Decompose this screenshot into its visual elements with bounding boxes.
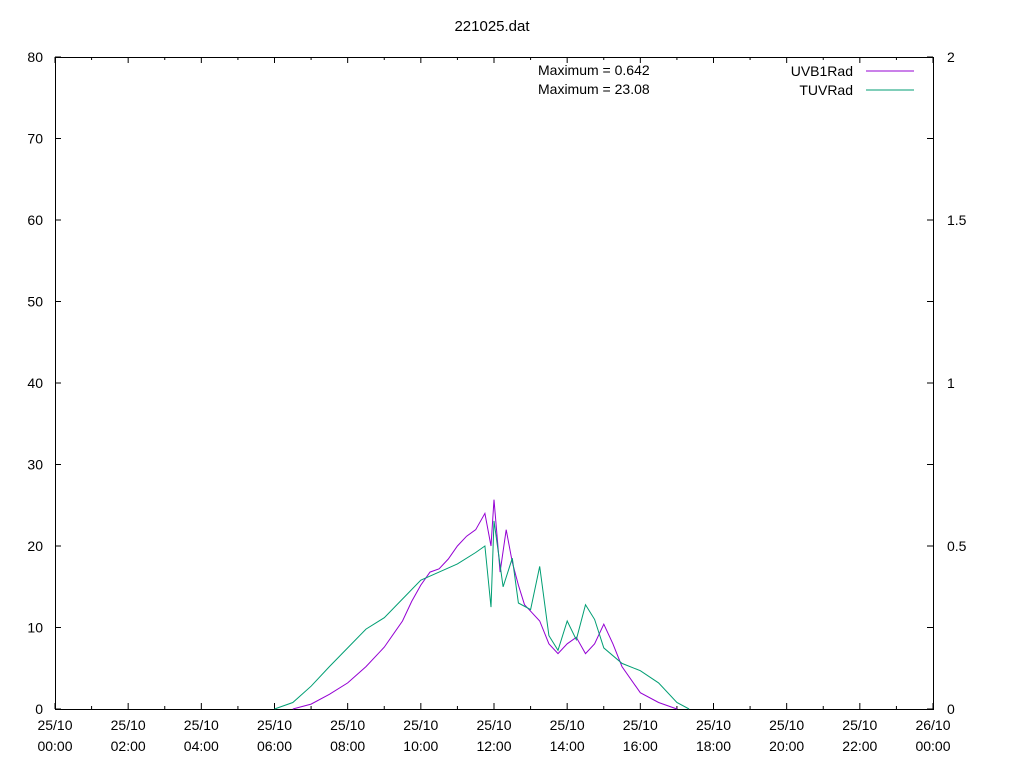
x-tick-label-time: 04:00 bbox=[184, 738, 219, 754]
x-tick-label-date: 25/10 bbox=[623, 717, 658, 733]
plot-border bbox=[55, 57, 934, 710]
x-tick-label-time: 18:00 bbox=[696, 738, 731, 754]
legend-label: UVB1Rad bbox=[791, 63, 853, 79]
y-left-tick-label: 60 bbox=[27, 212, 43, 228]
x-tick-label-date: 25/10 bbox=[111, 717, 146, 733]
x-tick-label-date: 25/10 bbox=[769, 717, 804, 733]
axes: 25/10 00:00 25/10 02:00 25/10 04:00 25/10 06:00… bbox=[27, 49, 966, 754]
y-left-tick-label: 50 bbox=[27, 294, 43, 310]
x-tick-label-time: 14:00 bbox=[550, 738, 585, 754]
chart-title: 221025.dat bbox=[454, 18, 530, 35]
x-tick-label-date: 25/10 bbox=[257, 717, 292, 733]
series-line-uvb1rad bbox=[292, 499, 678, 710]
x-tick-label-date: 25/10 bbox=[476, 717, 511, 733]
y-right-tick-label: 0 bbox=[947, 701, 955, 717]
x-tick-label-time: 06:00 bbox=[257, 738, 292, 754]
y-right-tick-label: 1.5 bbox=[947, 212, 967, 228]
legend-label: TUVRad bbox=[799, 82, 853, 98]
y-left-tick-label: 0 bbox=[35, 701, 43, 717]
max-annotation: Maximum = 23.08 bbox=[538, 81, 650, 97]
x-tick-label-time: 10:00 bbox=[403, 738, 438, 754]
x-tick-label-date: 25/10 bbox=[184, 717, 219, 733]
y-left-tick-label: 80 bbox=[27, 49, 43, 65]
x-tick-label-time: 02:00 bbox=[111, 738, 146, 754]
x-tick-label-time: 00:00 bbox=[37, 738, 72, 754]
y-left-tick-label: 10 bbox=[27, 620, 43, 636]
x-tick-label-time: 22:00 bbox=[842, 738, 877, 754]
x-tick-label-date: 26/10 bbox=[915, 717, 950, 733]
x-tick-label-date: 25/10 bbox=[550, 717, 585, 733]
x-tick-label-time: 16:00 bbox=[623, 738, 658, 754]
x-tick-label-date: 25/10 bbox=[37, 717, 72, 733]
y-right-tick-label: 0.5 bbox=[947, 538, 967, 554]
y-right-tick-label: 2 bbox=[947, 49, 955, 65]
x-tick-label-time: 08:00 bbox=[330, 738, 365, 754]
x-tick-label-date: 25/10 bbox=[696, 717, 731, 733]
y-left-tick-label: 70 bbox=[27, 131, 43, 147]
legend: UVB1Rad TUVRad bbox=[791, 63, 914, 98]
y-left-tick-label: 20 bbox=[27, 538, 43, 554]
x-tick-label-time: 00:00 bbox=[915, 738, 950, 754]
x-tick-label-date: 25/10 bbox=[403, 717, 438, 733]
x-tick-label-date: 25/10 bbox=[842, 717, 877, 733]
series-layer bbox=[274, 499, 690, 710]
y-right-tick-label: 1 bbox=[947, 375, 955, 391]
y-left-tick-label: 30 bbox=[27, 457, 43, 473]
x-tick-label-time: 12:00 bbox=[476, 738, 511, 754]
y-left-tick-label: 40 bbox=[27, 375, 43, 391]
annotations: Maximum = 0.642 Maximum = 23.08 bbox=[538, 62, 650, 97]
series-line-tuvrad bbox=[274, 520, 690, 710]
x-tick-label-date: 25/10 bbox=[330, 717, 365, 733]
x-tick-label-time: 20:00 bbox=[769, 738, 804, 754]
max-annotation: Maximum = 0.642 bbox=[538, 62, 650, 78]
